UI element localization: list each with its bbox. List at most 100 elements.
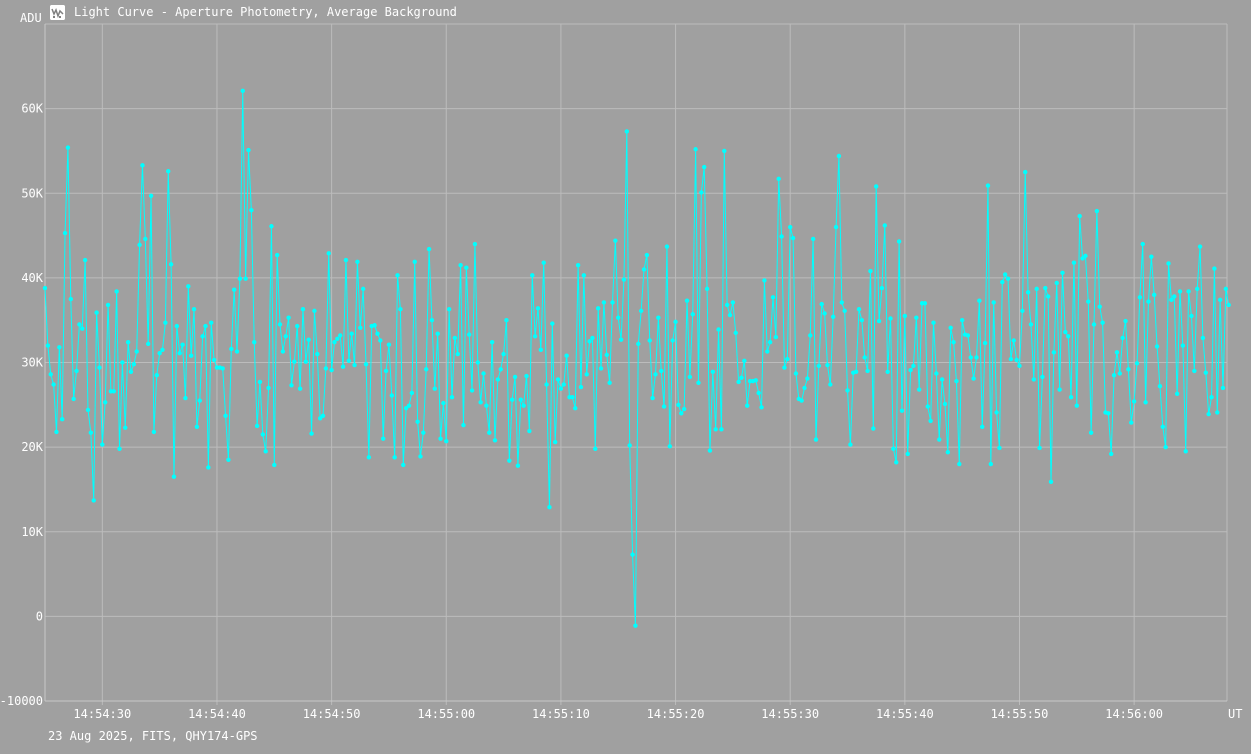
data-point <box>509 397 515 402</box>
data-point <box>541 260 546 265</box>
data-point <box>386 342 392 347</box>
data-point <box>1097 304 1102 309</box>
data-point <box>140 163 145 168</box>
data-point <box>679 411 684 416</box>
y-tick-label: 10K <box>21 525 43 539</box>
data-point <box>753 378 759 383</box>
data-point <box>1109 451 1114 457</box>
data-point <box>415 419 420 424</box>
data-point <box>604 352 609 358</box>
data-point <box>166 169 171 174</box>
data-point <box>1011 338 1016 343</box>
data-point <box>558 386 564 391</box>
data-point <box>481 371 486 376</box>
data-point <box>1023 169 1028 175</box>
data-point <box>266 385 271 391</box>
data-point <box>1206 411 1211 417</box>
data-point <box>1157 383 1163 389</box>
data-point <box>882 223 887 228</box>
data-point <box>616 315 621 320</box>
data-point <box>948 325 953 330</box>
data-point <box>782 365 787 370</box>
data-point <box>1114 350 1120 355</box>
data-point <box>1083 253 1088 259</box>
data-point <box>1100 320 1105 325</box>
data-point <box>1183 449 1188 454</box>
data-point <box>770 295 776 300</box>
data-point <box>1094 208 1100 214</box>
data-point <box>74 368 79 374</box>
data-point <box>937 437 942 442</box>
data-point <box>355 259 360 264</box>
data-point <box>495 377 501 382</box>
data-point <box>848 442 853 447</box>
light-curve-app-icon[interactable] <box>50 4 65 20</box>
data-point <box>733 330 738 336</box>
data-point <box>231 287 237 292</box>
data-point <box>859 317 865 323</box>
data-point <box>1086 299 1091 304</box>
data-point <box>309 431 314 436</box>
data-point <box>767 339 773 345</box>
data-point <box>670 338 675 343</box>
data-point <box>902 313 908 319</box>
data-point <box>911 363 916 369</box>
x-tick-label: 14:55:10 <box>532 707 590 721</box>
data-point <box>206 465 211 470</box>
data-point <box>441 400 446 406</box>
data-point <box>702 164 707 170</box>
data-point <box>756 390 761 396</box>
x-tick-label: 14:55:30 <box>761 707 819 721</box>
data-point <box>352 362 357 368</box>
data-point <box>991 300 996 305</box>
data-point <box>633 623 638 628</box>
data-point <box>249 207 254 213</box>
data-point <box>1063 329 1068 335</box>
data-point <box>1212 266 1217 271</box>
data-point <box>638 308 644 314</box>
data-point <box>822 311 827 316</box>
data-point <box>627 443 632 448</box>
data-point <box>1017 363 1022 369</box>
data-point <box>117 446 122 452</box>
data-point <box>862 355 867 360</box>
data-point <box>292 359 297 364</box>
data-point <box>102 400 108 405</box>
data-point <box>183 395 188 401</box>
data-point <box>842 308 847 314</box>
data-point <box>593 446 598 452</box>
data-point <box>223 413 228 419</box>
data-point <box>931 320 936 325</box>
data-point <box>785 356 790 362</box>
data-point <box>406 403 412 408</box>
data-point <box>518 397 523 402</box>
data-point <box>524 373 529 379</box>
data-point <box>1197 244 1203 249</box>
data-point <box>100 442 105 447</box>
data-point <box>971 376 976 381</box>
data-point <box>916 387 922 392</box>
data-point <box>432 386 437 391</box>
data-point <box>45 343 51 348</box>
data-point <box>458 262 463 268</box>
chart-title: Light Curve - Aperture Photometry, Avera… <box>74 5 457 19</box>
data-point <box>538 347 544 353</box>
data-point <box>724 302 730 308</box>
data-point <box>965 333 971 338</box>
data-point <box>120 360 125 365</box>
data-point <box>661 404 667 409</box>
data-point <box>1226 302 1231 308</box>
data-point <box>1054 280 1059 286</box>
data-point <box>1077 213 1082 219</box>
data-point <box>544 382 549 387</box>
data-point <box>85 407 91 413</box>
data-point <box>896 239 902 244</box>
data-point <box>925 404 930 409</box>
data-point <box>1154 344 1160 349</box>
data-point <box>1172 294 1177 299</box>
data-point <box>269 224 274 229</box>
data-point <box>908 367 913 373</box>
data-point <box>389 393 394 398</box>
data-point <box>134 349 139 354</box>
